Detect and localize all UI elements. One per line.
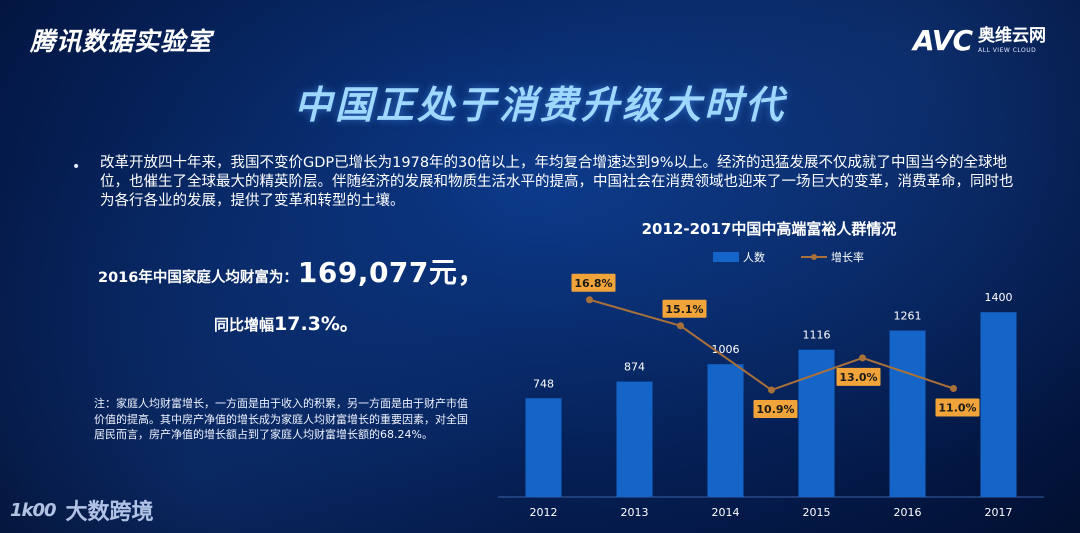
bar [980,312,1017,497]
bar-value-label: 1261 [894,310,922,323]
growth-label-box [935,398,980,417]
footnote: 注：家庭人均财富增长，一方面是由于收入的积累，另一方面是由于财产市值价值的提高。… [94,397,468,441]
growth-label-box [753,400,798,419]
bar-value-label: 1116 [803,329,831,342]
x-tick-label: 2015 [803,506,831,519]
avc-logo: AVC 奥维云网 ALL VIEW CLOUD [913,24,1046,57]
avc-logo-mark: AVC [913,24,973,57]
bar [616,381,653,497]
bar-value-label: 748 [533,377,554,390]
avc-logo-en: ALL VIEW CLOUD [978,46,1037,54]
combo-chart: 人数 增长率74820128742013100620141116201512612… [498,250,1044,519]
wealth-stat: 2016年中国家庭人均财富为：169,077元， [98,251,486,291]
legend-line-marker [811,254,817,260]
growth-point [950,385,957,392]
bar [798,349,835,497]
page-title: 中国正处于消费升级大时代 [293,83,786,127]
legend-line-label: 增长率 [831,250,864,264]
growth-label: 15.1% [665,303,703,316]
avc-logo-text: 奥维云网 ALL VIEW CLOUD [978,25,1046,54]
footer-logo-text: 大数跨境 [65,500,154,525]
bar [707,364,744,497]
footer-logo: 1k00 大数跨境 [10,494,154,526]
growth-point [586,296,593,304]
growth-point [859,354,866,362]
growth-label-box [662,299,707,318]
growth-label: 11.0% [938,402,976,415]
growth-label-box [836,367,881,386]
legend-bar-swatch [713,252,739,262]
bullet-icon: • [72,159,81,175]
growth-label: 16.8% [574,277,612,290]
wealth-value: 169,077元， [297,256,486,289]
growth-point [677,322,684,330]
bar [889,330,926,497]
growth-label: 13.0% [839,371,877,384]
chart-title: 2012-2017中国中高端富裕人群情况 [641,220,897,238]
brand-title: 腾讯数据实验室 [30,27,213,56]
footer-logo-mark: 1k00 [10,499,57,521]
growth-value: 17.3%。 [274,313,359,335]
bar-value-label: 1400 [985,291,1013,304]
growth-stat: 同比增幅17.3%。 [214,309,359,336]
legend-bar-label: 人数 [743,251,765,264]
growth-label: 10.9% [756,403,794,416]
x-tick-label: 2016 [894,506,922,519]
growth-label-box [571,273,616,292]
bar-value-label: 874 [624,361,645,374]
bar [525,398,562,497]
x-tick-label: 2013 [621,506,649,519]
wealth-label: 2016年中国家庭人均财富为： [98,270,298,286]
avc-logo-cn: 奥维云网 [978,25,1046,46]
x-tick-label: 2012 [530,506,558,519]
chart-panel: 2012-2017中国中高端富裕人群情况 人数 增长率 748 2012 874 2013… [478,200,1060,533]
x-tick-label: 2014 [712,506,740,519]
growth-label: 同比增幅 [214,316,275,334]
growth-point [768,386,775,394]
intro-paragraph: 改革开放四十年来，我国不变价GDP已增长为1978年的30倍以上，年均复合增速达… [100,155,1014,209]
x-tick-label: 2017 [985,506,1013,519]
